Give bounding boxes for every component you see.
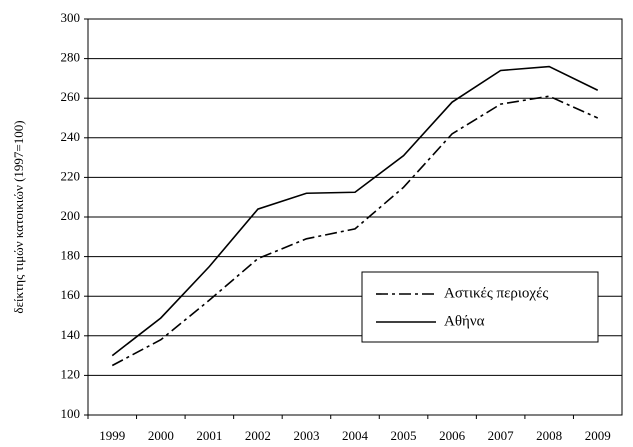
legend-label: Αθήνα — [444, 313, 485, 329]
x-tick-label: 1999 — [99, 428, 125, 443]
y-tick-label: 140 — [61, 327, 81, 342]
x-tick-label: 2000 — [148, 428, 174, 443]
x-tick-label: 2009 — [585, 428, 611, 443]
x-tick-label: 2002 — [245, 428, 271, 443]
y-tick-label: 240 — [61, 129, 81, 144]
x-tick-label: 2004 — [342, 428, 369, 443]
plot-frame — [87, 18, 623, 416]
x-tick-label: 2006 — [439, 428, 466, 443]
y-tick-label: 120 — [61, 366, 81, 381]
x-tick-label: 2008 — [536, 428, 562, 443]
y-tick-label: 200 — [61, 208, 81, 223]
y-tick-label: 300 — [61, 10, 81, 25]
y-tick-label: 220 — [61, 168, 81, 183]
y-tick-label: 160 — [61, 287, 81, 302]
series-line — [111, 65, 599, 357]
y-tick-label: 260 — [61, 89, 81, 104]
legend-label: Αστικές περιοχές — [444, 285, 548, 301]
series-line — [111, 95, 599, 367]
x-tick-label: 2003 — [293, 428, 319, 443]
x-tick-label: 2005 — [391, 428, 417, 443]
legend-box — [361, 271, 599, 343]
y-tick-label: 100 — [61, 406, 81, 421]
x-tick-label: 2007 — [488, 428, 515, 443]
x-tick-label: 2001 — [196, 428, 222, 443]
y-tick-label: 280 — [61, 50, 81, 65]
y-axis-label: δείκτης τιμών κατοικιών (1997=100) — [11, 120, 26, 313]
y-tick-label: 180 — [61, 248, 81, 263]
